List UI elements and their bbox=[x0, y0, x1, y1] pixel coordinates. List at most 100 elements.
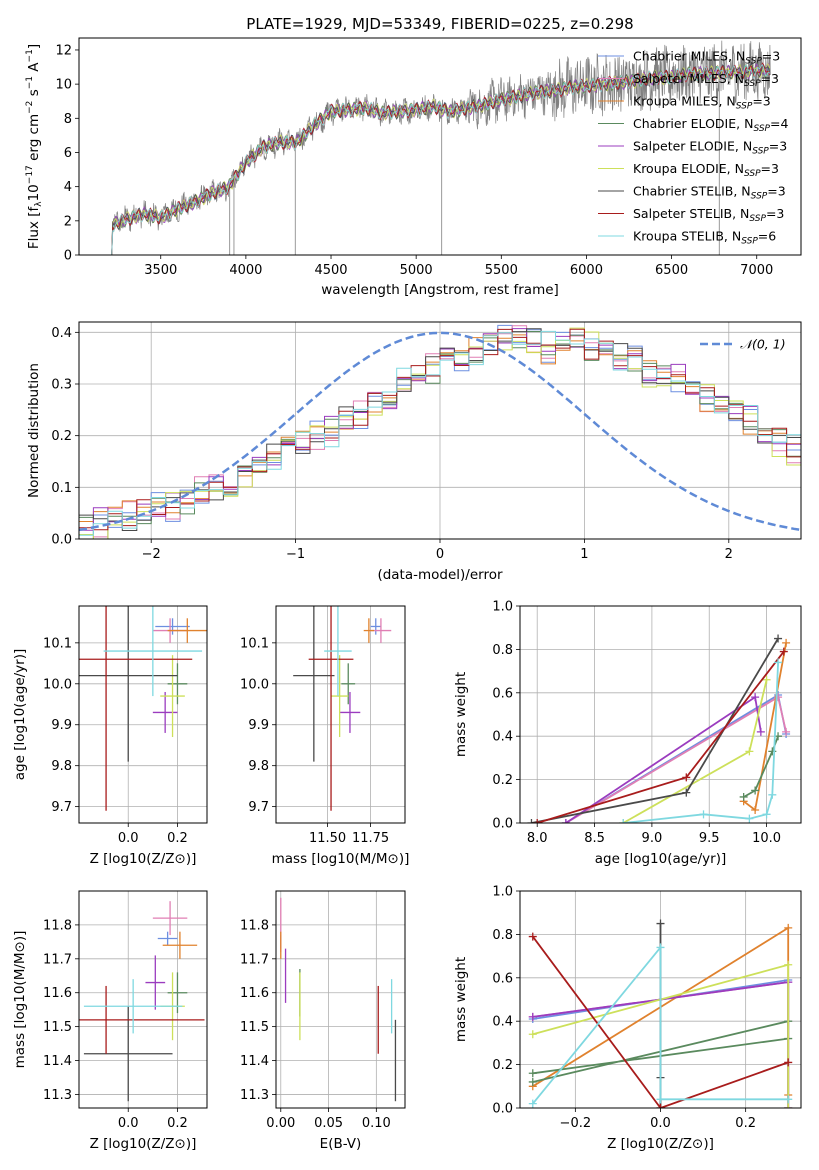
x-tick-label: 10.0 bbox=[752, 831, 781, 846]
legend-n-subscript: SSP bbox=[741, 237, 758, 247]
y-tick-label: 0.4 bbox=[51, 326, 72, 341]
y-tick-label: 0.1 bbox=[51, 481, 72, 496]
y-label-part: Flux [f bbox=[26, 205, 42, 249]
axes-frame bbox=[78, 37, 802, 256]
x-axis-label: (data-model)/error bbox=[377, 567, 503, 583]
legend-series-name: Chabrier ELODIE bbox=[633, 116, 736, 131]
y-tick-label: 9.7 bbox=[51, 800, 72, 815]
panel-weight-vs-Z: −0.2 0.0 0.2 0.0 0.2 0.4 0.6 0.8 1.0 Z [log10(Z/Z… bbox=[453, 885, 802, 1152]
errorbar-kroupa-miles bbox=[167, 618, 207, 643]
legend-n-prefix: , N bbox=[735, 139, 752, 154]
weight-marker bbox=[656, 1095, 665, 1104]
weight-kroupa-stelib bbox=[619, 658, 783, 823]
panel-age-vs-mass: 11.50 11.75 9.7 9.8 9.9 10.0 10.1 mass [log10(M… bbox=[240, 605, 410, 867]
legend-n-subscript: SSP bbox=[744, 79, 761, 89]
y-tick-label: 11.5 bbox=[240, 1020, 269, 1035]
legend-n-value: =3 bbox=[761, 161, 779, 176]
histogram-plot bbox=[79, 324, 801, 539]
y-label-part: 10 bbox=[26, 184, 42, 201]
x-tick-label: 0.00 bbox=[266, 1116, 295, 1131]
y-label-part: s bbox=[26, 89, 42, 100]
axes-frame bbox=[78, 321, 802, 540]
weight-plot bbox=[527, 634, 791, 823]
weight-line bbox=[532, 936, 789, 1108]
weight-marker bbox=[739, 792, 748, 801]
legend-n-value: =3 bbox=[761, 71, 779, 86]
x-tick-label: 9.5 bbox=[699, 831, 720, 846]
panel-age-vs-Z: 0.0 0.2 9.7 9.8 9.9 10.0 10.1 Z [log10(Z/Z⊙)] ag… bbox=[12, 605, 208, 867]
weight-marker bbox=[528, 1030, 537, 1039]
y-tick-label: 11.6 bbox=[43, 986, 72, 1001]
weight-marker bbox=[762, 810, 771, 819]
panel-spectrum: 3500 4000 4500 5000 5500 6000 6500 7000 0 2 4 6 8 10 1… bbox=[25, 37, 802, 298]
weight-marker bbox=[768, 790, 777, 799]
errorbar-kroupa-miles bbox=[363, 618, 375, 643]
weight-salpeter-stelib bbox=[533, 647, 788, 823]
y-tick-label: 10 bbox=[55, 78, 72, 93]
axes-frame bbox=[78, 605, 208, 824]
errorbar-chabrier-elodie bbox=[167, 663, 188, 705]
y-label-sub: λ bbox=[34, 201, 44, 207]
legend-n-subscript: SSP bbox=[752, 147, 769, 157]
legend-label: Salpeter ELODIE, NSSP=3 bbox=[633, 139, 787, 157]
x-tick-label: −2 bbox=[142, 547, 161, 562]
y-tick-label: 9.9 bbox=[51, 718, 72, 733]
y-tick-label: 0.4 bbox=[492, 1015, 513, 1030]
figure-title: PLATE=1929, MJD=53349, FIBERID=0225, z=0… bbox=[246, 15, 633, 33]
legend-series-name: Chabrier MILES bbox=[633, 49, 728, 64]
errorbar-salpeter-stelib bbox=[79, 985, 205, 1054]
y-tick-label: 11.3 bbox=[43, 1088, 72, 1103]
y-tick-label: 0.6 bbox=[492, 971, 513, 986]
y-tick-label: 4 bbox=[64, 180, 72, 195]
legend-n-prefix: , N bbox=[733, 184, 750, 199]
weight-marker bbox=[527, 819, 536, 823]
y-axis-label: mass weight bbox=[453, 672, 469, 757]
x-axis-label: wavelength [Angstrom, rest frame] bbox=[321, 282, 559, 298]
y-tick-label: 10.0 bbox=[43, 677, 72, 692]
y-tick-label: 11.3 bbox=[240, 1088, 269, 1103]
legend-n-value: =4 bbox=[770, 116, 788, 131]
weight-marker bbox=[656, 919, 665, 928]
legend-n-prefix: , N bbox=[718, 94, 735, 109]
weight-salpeter-stelib bbox=[528, 932, 793, 1108]
y-tick-label: 0.0 bbox=[51, 533, 72, 548]
y-tick-label: 12 bbox=[55, 43, 72, 58]
x-tick-label: 5500 bbox=[485, 263, 518, 278]
errorbar-kroupa-stelib bbox=[83, 979, 183, 1034]
y-label-sup: −2 bbox=[25, 101, 35, 114]
model-kroupa-stelib bbox=[109, 63, 770, 255]
x-tick-label: 9.0 bbox=[642, 831, 663, 846]
y-tick-label: 0.0 bbox=[492, 817, 513, 832]
x-tick-label: 4000 bbox=[229, 263, 262, 278]
legend-label: Chabrier ELODIE, NSSP=4 bbox=[633, 116, 788, 134]
y-axis-label: Flux [fλ10−17 erg cm−2 s−1 A−1] bbox=[25, 44, 44, 249]
axes-frame bbox=[275, 890, 406, 1109]
errorbar-chabrier-miles bbox=[157, 931, 178, 946]
y-tick-label: 9.8 bbox=[248, 759, 269, 774]
legend-n-subscript: SSP bbox=[753, 124, 770, 134]
errorbar-plot bbox=[79, 901, 205, 1102]
x-tick-label: 0.0 bbox=[118, 831, 139, 846]
errorbar-plot bbox=[79, 606, 207, 811]
legend-label: Kroupa MILES, NSSP=3 bbox=[633, 94, 771, 112]
errorbar-kroupa-stelib bbox=[103, 606, 203, 697]
y-axis-label: age [log10(age/yr)] bbox=[12, 649, 28, 781]
errorbar-salpeter-elodie bbox=[339, 691, 361, 733]
y-label-part: A bbox=[26, 62, 42, 76]
x-tick-label: 6000 bbox=[570, 263, 603, 278]
legend-series-name: Salpeter MILES bbox=[633, 71, 727, 86]
weight-marker bbox=[751, 805, 760, 814]
histogram-salpeter-stelib bbox=[79, 328, 801, 539]
x-tick-label: 8.5 bbox=[584, 831, 605, 846]
x-tick-label: 0.05 bbox=[314, 1116, 343, 1131]
x-axis-label: mass [log10(M/M⊙)] bbox=[272, 851, 410, 867]
legend-label: 𝒩(0, 1) bbox=[740, 337, 786, 352]
axes-frame bbox=[275, 605, 406, 824]
weight-marker bbox=[784, 960, 793, 969]
y-tick-label: 11.7 bbox=[240, 952, 269, 967]
weight-marker bbox=[784, 1095, 793, 1104]
x-tick-label: 6500 bbox=[655, 263, 688, 278]
legend-n-value: =3 bbox=[767, 184, 785, 199]
x-tick-label: 0.2 bbox=[167, 1116, 188, 1131]
